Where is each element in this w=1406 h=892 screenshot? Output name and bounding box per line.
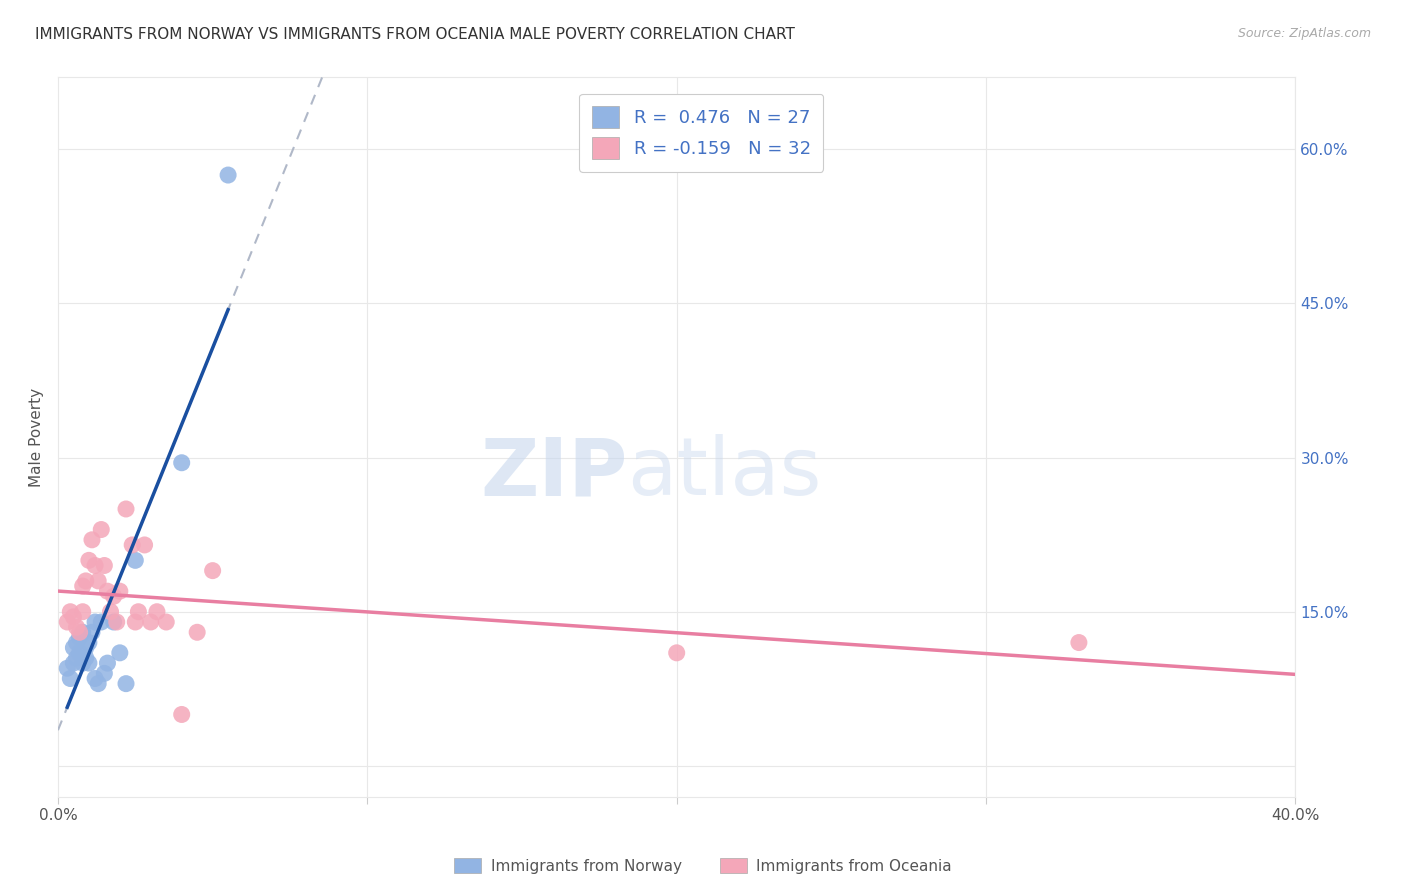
Text: ZIP: ZIP [479, 434, 627, 512]
Text: atlas: atlas [627, 434, 821, 512]
Point [84, 672, 107, 686]
Point [124, 553, 146, 567]
Point [100, 605, 122, 619]
Point [134, 538, 156, 552]
Point [84, 615, 107, 629]
Point [665, 646, 688, 660]
Point [87, 676, 110, 690]
Point [146, 605, 169, 619]
Point [201, 564, 224, 578]
Point [62, 640, 84, 655]
Point [93, 558, 115, 573]
Text: Source: ZipAtlas.com: Source: ZipAtlas.com [1237, 27, 1371, 40]
Point [56, 615, 79, 629]
Point [170, 456, 193, 470]
Point [72, 656, 94, 670]
Point [59, 605, 82, 619]
Point [121, 538, 143, 552]
Point [56, 661, 79, 675]
Point [90, 523, 112, 537]
Text: IMMIGRANTS FROM NORWAY VS IMMIGRANTS FROM OCEANIA MALE POVERTY CORRELATION CHART: IMMIGRANTS FROM NORWAY VS IMMIGRANTS FRO… [35, 27, 794, 42]
Point [108, 646, 131, 660]
Point [108, 584, 131, 599]
Point [96, 656, 118, 670]
Point [65, 620, 87, 634]
Point [96, 584, 118, 599]
Point [155, 615, 177, 629]
Point [124, 615, 146, 629]
Point [75, 640, 97, 655]
Point [105, 615, 128, 629]
Point [80, 533, 103, 547]
Point [75, 574, 97, 588]
Point [59, 672, 82, 686]
Point [69, 646, 91, 660]
Point [93, 666, 115, 681]
Point [72, 625, 94, 640]
Point [62, 610, 84, 624]
Point [69, 625, 91, 640]
Point [65, 635, 87, 649]
Point [84, 558, 107, 573]
Point [186, 625, 208, 640]
Point [170, 707, 193, 722]
Point [62, 656, 84, 670]
Point [69, 631, 91, 645]
Point [103, 615, 125, 629]
Point [139, 615, 162, 629]
Point [72, 579, 94, 593]
Point [1067, 635, 1090, 649]
Point [80, 625, 103, 640]
Point [65, 651, 87, 665]
Point [127, 605, 149, 619]
Point [103, 590, 125, 604]
Point [217, 168, 239, 182]
Point [90, 615, 112, 629]
Point [77, 553, 100, 567]
Legend: Immigrants from Norway, Immigrants from Oceania: Immigrants from Norway, Immigrants from … [449, 852, 957, 880]
Point [87, 574, 110, 588]
Point [75, 651, 97, 665]
Y-axis label: Male Poverty: Male Poverty [30, 387, 44, 487]
Point [115, 676, 138, 690]
Point [77, 656, 100, 670]
Point [115, 502, 138, 516]
Legend: R =  0.476   N = 27, R = -0.159   N = 32: R = 0.476 N = 27, R = -0.159 N = 32 [579, 94, 824, 172]
Point [77, 635, 100, 649]
Point [72, 605, 94, 619]
